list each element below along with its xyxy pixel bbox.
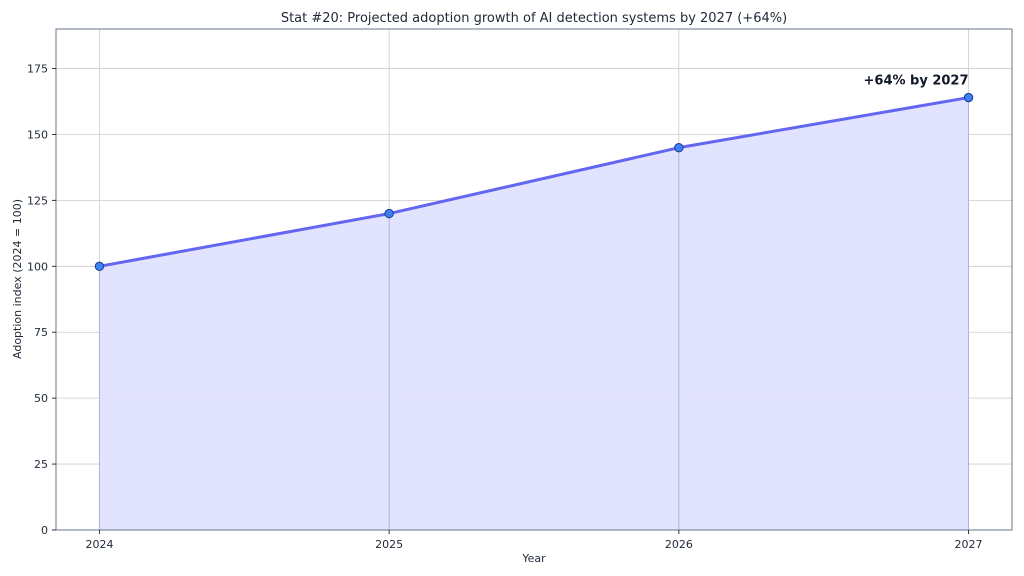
- area-fill: [99, 97, 969, 530]
- y-axis-ticks: 0 25 50 75 100 125 150 175: [27, 63, 56, 537]
- y-tick-label-25: 25: [34, 458, 48, 471]
- x-axis-ticks: 2024 2025 2026 2027: [85, 530, 983, 551]
- y-tick-label-0: 0: [41, 524, 48, 537]
- y-tick-label-125: 125: [27, 194, 48, 207]
- plot-frame: [55, 28, 1013, 531]
- data-point-2026: [674, 142, 684, 153]
- vertical-drop-lines: [99, 97, 969, 530]
- y-tick-label-75: 75: [34, 326, 48, 339]
- x-tick-label-2027: 2027: [955, 538, 983, 551]
- y-tick-label-50: 50: [34, 392, 48, 405]
- x-tick-label-2025: 2025: [375, 538, 403, 551]
- series-line: [99, 96, 969, 268]
- annotation-label: +64% by 2027: [864, 74, 969, 89]
- data-point-2027: [963, 92, 974, 103]
- data-points: [94, 92, 974, 272]
- x-tick-label-2024: 2024: [85, 538, 113, 551]
- x-tick-label-2026: 2026: [665, 538, 693, 551]
- y-tick-label-150: 150: [27, 128, 48, 141]
- x-axis-label: Year: [521, 552, 546, 565]
- data-point-2024: [94, 261, 105, 272]
- data-point-2025: [384, 208, 394, 219]
- y-axis-label: Adoption index (2024 = 100): [11, 199, 24, 359]
- y-tick-label-100: 100: [27, 260, 48, 273]
- y-tick-label-175: 175: [27, 63, 48, 76]
- chart-title: Stat #20: Projected adoption growth of A…: [281, 11, 787, 26]
